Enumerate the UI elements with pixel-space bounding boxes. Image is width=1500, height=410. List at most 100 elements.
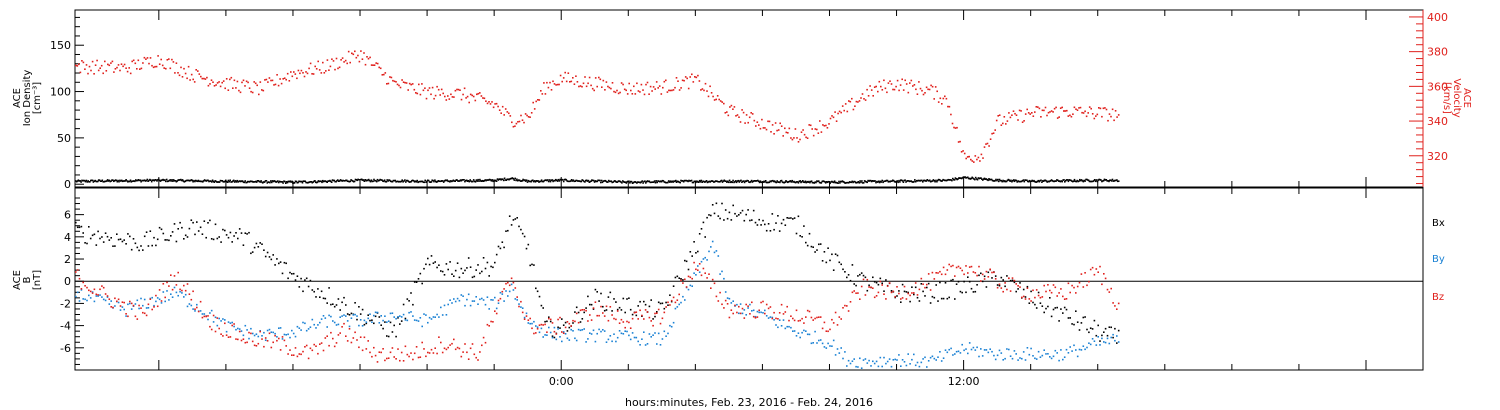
data-point [851,360,854,362]
data-point [762,181,764,183]
data-point [587,338,589,340]
data-point [110,180,112,182]
data-point [171,296,174,298]
data-point [438,264,440,266]
data-point [987,351,990,354]
data-point [127,233,129,235]
data-point [1022,288,1025,291]
data-point [946,351,949,354]
data-point [655,180,658,182]
data-point [308,67,310,70]
data-point [719,291,721,294]
data-point [1028,302,1031,304]
data-point [994,275,997,277]
data-point [179,221,181,224]
data-point [130,248,133,251]
data-point [105,180,108,182]
data-point [291,354,293,356]
data-point [494,261,496,264]
data-point [677,80,679,82]
data-point [819,120,821,122]
data-point [1033,179,1035,182]
data-point [448,98,451,100]
data-point [165,180,167,183]
data-point [427,179,430,182]
data-point [877,180,880,183]
data-point [318,180,321,183]
data-point [499,178,501,180]
data-point [993,271,995,274]
data-point [184,289,187,292]
data-point [651,90,653,92]
data-point [626,330,628,333]
data-point [546,334,548,336]
data-point [367,57,370,60]
data-point [976,346,978,349]
data-point [777,181,779,183]
data-point [866,278,869,281]
data-point [604,179,606,182]
data-point [356,315,358,317]
data-point [519,180,522,182]
data-point [601,181,604,184]
data-point [520,306,522,308]
data-point [631,313,634,316]
data-point [765,315,768,317]
data-point [494,310,496,312]
data-point [436,352,438,355]
data-point [96,59,98,62]
data-point [440,270,442,272]
data-point [156,297,159,299]
data-point [281,338,284,340]
data-point [183,284,185,287]
data-point [622,180,624,182]
data-point [512,178,515,180]
data-point [1117,180,1120,182]
data-point [388,179,390,181]
data-point [749,313,751,315]
data-point [683,79,685,82]
data-point [197,310,200,313]
data-point [738,116,740,118]
data-point [799,336,801,339]
data-point [832,339,835,342]
data-point [328,180,330,182]
data-point [663,181,666,183]
data-point [457,88,460,91]
data-point [270,180,272,182]
data-point [441,270,444,273]
data-point [82,61,85,64]
data-point [82,232,84,234]
data-point [359,313,362,315]
data-point [236,179,239,182]
data-point [883,180,885,183]
data-point [1101,180,1103,183]
data-point [405,181,407,183]
data-point [626,298,628,300]
data-point [351,52,353,55]
data-point [139,68,141,70]
data-point [849,181,852,183]
data-point [192,290,194,293]
data-point [698,233,701,235]
data-point [819,182,822,184]
data-point [757,179,759,182]
data-point [981,178,983,180]
data-point [566,321,569,323]
data-point [1030,300,1032,302]
data-point [1088,331,1090,334]
data-point [225,179,227,182]
data-point [615,340,617,343]
data-point [733,181,735,184]
data-point [643,180,645,183]
data-point [484,267,487,270]
data-point [1047,305,1049,308]
data-point [687,87,690,90]
data-point [1092,180,1094,183]
data-point [1049,111,1051,113]
data-point [172,179,175,181]
data-point [549,81,551,84]
data-point [933,296,936,299]
data-point [473,180,476,183]
data-point [752,315,755,318]
